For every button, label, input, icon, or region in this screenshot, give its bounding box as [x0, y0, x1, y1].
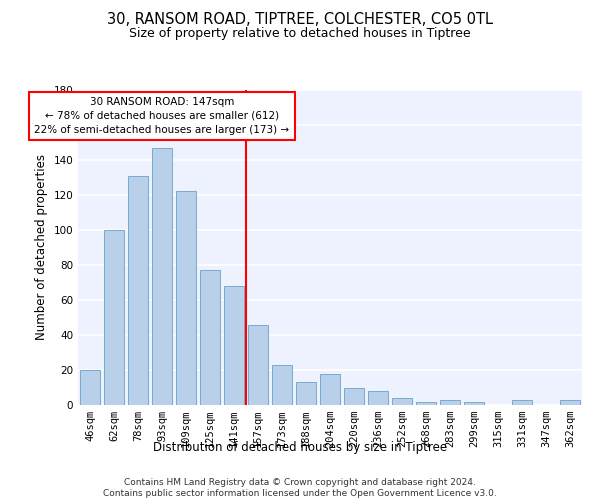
Bar — [464, 402, 484, 405]
Y-axis label: Number of detached properties: Number of detached properties — [35, 154, 48, 340]
Bar — [320, 374, 340, 405]
Bar — [392, 398, 412, 405]
Bar — [344, 388, 364, 405]
Text: 30 RANSOM ROAD: 147sqm
← 78% of detached houses are smaller (612)
22% of semi-de: 30 RANSOM ROAD: 147sqm ← 78% of detached… — [34, 97, 290, 135]
Text: 30, RANSOM ROAD, TIPTREE, COLCHESTER, CO5 0TL: 30, RANSOM ROAD, TIPTREE, COLCHESTER, CO… — [107, 12, 493, 28]
Bar — [176, 192, 196, 405]
Bar — [128, 176, 148, 405]
Bar — [200, 270, 220, 405]
Bar — [104, 230, 124, 405]
Bar — [272, 365, 292, 405]
Bar — [152, 148, 172, 405]
Bar — [512, 400, 532, 405]
Bar — [416, 402, 436, 405]
Text: Distribution of detached houses by size in Tiptree: Distribution of detached houses by size … — [153, 441, 447, 454]
Bar — [440, 400, 460, 405]
Bar — [248, 324, 268, 405]
Bar — [80, 370, 100, 405]
Text: Size of property relative to detached houses in Tiptree: Size of property relative to detached ho… — [129, 28, 471, 40]
Bar — [296, 382, 316, 405]
Text: Contains HM Land Registry data © Crown copyright and database right 2024.
Contai: Contains HM Land Registry data © Crown c… — [103, 478, 497, 498]
Bar — [224, 286, 244, 405]
Bar — [560, 400, 580, 405]
Bar — [368, 391, 388, 405]
